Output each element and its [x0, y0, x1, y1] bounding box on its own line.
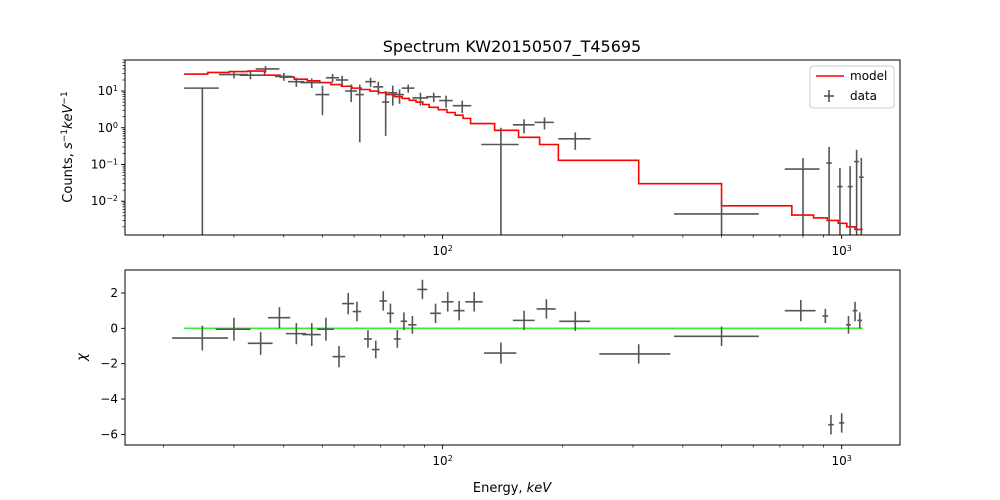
residual-point	[332, 346, 346, 368]
data-point	[452, 100, 472, 114]
data-point	[673, 201, 759, 235]
legend: model data	[809, 65, 895, 109]
spectrum-y-tick-label: 100	[98, 120, 118, 135]
residuals-axis-ticks: 102 103 −6 −4 −2 0 2	[100, 286, 852, 468]
spectrum-panel: 102 103 10−2 10−1 100 101 Counts, s−1keV−1 mo…	[60, 59, 901, 259]
residual-point	[172, 325, 229, 351]
spectrum-x-tick-label: 103	[831, 244, 851, 259]
data-point	[355, 84, 364, 143]
spectrum-y-axis-label: Counts, s−1keV−1	[60, 91, 76, 202]
data-point	[481, 127, 519, 235]
residual-point	[852, 301, 858, 322]
data-point	[837, 168, 843, 235]
residual-point	[400, 312, 408, 331]
residuals-plot-frame	[124, 269, 901, 446]
residual-point	[430, 303, 441, 324]
residual-point	[379, 291, 387, 311]
data-point	[315, 85, 330, 116]
data-point	[365, 77, 376, 87]
residual-point	[839, 413, 845, 433]
data-point	[412, 92, 429, 106]
x-axis-label: Energy, keV	[473, 481, 552, 496]
residual-point	[828, 414, 834, 435]
data-points	[184, 66, 864, 235]
data-point	[255, 66, 280, 73]
data-point	[395, 89, 404, 104]
residual-point	[408, 315, 417, 334]
data-point	[274, 72, 293, 81]
residual-point	[302, 323, 321, 347]
residual-point	[267, 307, 291, 329]
data-point	[558, 132, 591, 150]
residuals-y-tick-label: −2	[100, 357, 118, 371]
data-point	[784, 158, 820, 235]
data-point	[239, 71, 266, 80]
data-point	[388, 85, 398, 106]
residual-point	[484, 342, 517, 364]
residual-point	[352, 301, 362, 322]
residual-point	[363, 330, 372, 348]
residual-point	[417, 279, 428, 300]
data-point	[184, 87, 219, 235]
residual-point	[512, 310, 535, 331]
spectrum-x-tick-label: 102	[432, 244, 452, 259]
data-point	[382, 91, 390, 136]
data-point	[847, 166, 853, 235]
data-point	[534, 117, 554, 130]
residual-point	[342, 292, 355, 315]
legend-data-label: data	[850, 89, 877, 103]
residuals-y-tick-label: −6	[100, 427, 118, 441]
residual-point	[784, 300, 816, 322]
residuals-y-tick-label: −4	[100, 392, 118, 406]
residual-point	[559, 311, 590, 331]
spectrum-plot-frame	[124, 59, 901, 236]
residual-point	[247, 331, 273, 355]
data-point	[335, 75, 349, 86]
data-point	[401, 84, 415, 93]
data-point	[345, 84, 357, 103]
residuals-panel: 102 103 −6 −4 −2 0 2 χ Energy, keV	[75, 269, 901, 496]
residual-point	[285, 323, 307, 345]
residual-point	[465, 292, 483, 312]
spectrum-axis-ticks: 102 103 10−2 10−1 100 101	[91, 59, 852, 259]
data-point	[325, 74, 339, 83]
spectrum-y-tick-label: 10−2	[91, 194, 118, 209]
residual-point	[599, 344, 671, 364]
residual-point	[673, 326, 759, 347]
residual-point	[386, 303, 394, 324]
residual-points	[172, 279, 863, 435]
data-point	[854, 149, 859, 235]
residual-point	[822, 308, 829, 324]
data-point	[858, 158, 864, 235]
data-point	[373, 81, 384, 95]
residual-point	[857, 312, 863, 329]
data-point	[439, 95, 453, 108]
residual-point	[393, 330, 401, 348]
residuals-y-tick-label: 0	[110, 321, 118, 335]
data-point	[300, 78, 323, 89]
residuals-y-tick-label: 2	[110, 286, 118, 300]
residual-point	[441, 292, 454, 312]
residual-point	[453, 300, 465, 321]
residuals-x-tick-label: 103	[831, 454, 851, 469]
spectrum-y-tick-label: 101	[98, 84, 118, 99]
data-point	[426, 92, 441, 103]
residual-point	[317, 317, 335, 341]
residuals-y-axis-label: χ	[75, 352, 90, 362]
residual-point	[371, 340, 380, 359]
residuals-x-tick-label: 102	[432, 454, 452, 469]
legend-model-label: model	[850, 69, 887, 83]
data-point	[512, 119, 535, 134]
spectrum-y-tick-label: 10−1	[91, 157, 118, 172]
chart-title: Spectrum KW20150507_T45695	[383, 37, 641, 57]
residual-point	[215, 317, 251, 341]
data-point	[826, 146, 832, 235]
residual-point	[845, 315, 851, 334]
residual-point	[536, 299, 556, 319]
data-point	[288, 77, 305, 87]
